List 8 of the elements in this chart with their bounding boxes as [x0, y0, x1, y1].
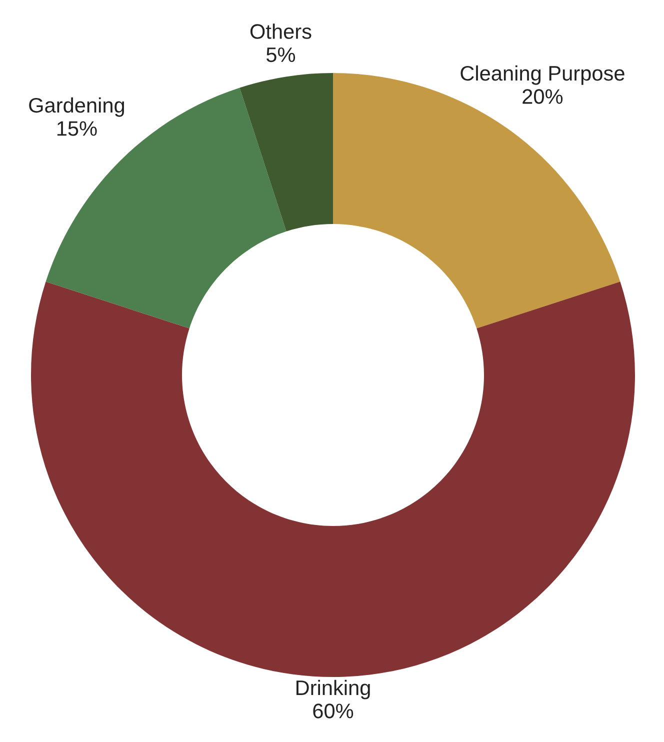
slice-label: Others — [250, 24, 312, 39]
data-label: 60% — [313, 704, 354, 718]
slice-label: Cleaning Purpose — [460, 65, 624, 85]
data-label: 20% — [522, 89, 563, 104]
slice-label: Gardening — [29, 97, 124, 117]
data-label: 15% — [57, 121, 97, 136]
data-label: 5% — [266, 47, 296, 62]
slice-label: Drinking — [296, 680, 370, 700]
